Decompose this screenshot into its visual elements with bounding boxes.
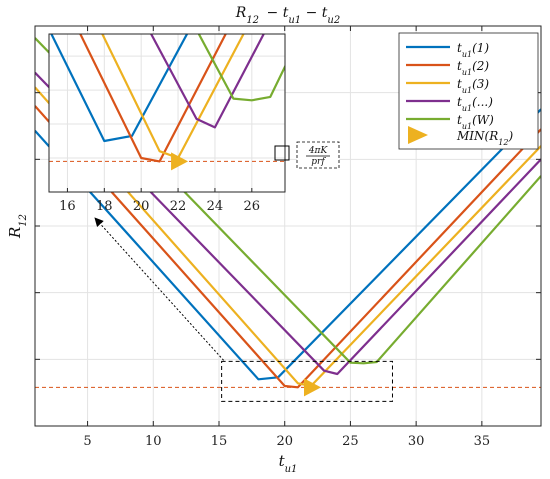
annotation-denominator: prf [311, 157, 326, 167]
x-tick-label: 35 [474, 434, 491, 449]
inset-x-tick-label: 16 [59, 199, 76, 214]
inset-x-tick-label: 24 [207, 199, 224, 214]
chart-title: R12 − tu1 − tu2 [235, 5, 340, 26]
min-marker [304, 378, 321, 397]
inset-ticks: 16 18 20 22 24 26 [59, 188, 260, 214]
inset-series-line [149, 34, 265, 129]
inset-grid [49, 34, 285, 192]
legend-label: tu1(2) [457, 59, 489, 77]
inset-series [49, 34, 285, 171]
inset-min-marker [171, 152, 189, 171]
series-line [35, 105, 541, 389]
legend: tu1(1)tu1(2)tu1(3)tu1(...)tu1(W) MIN(R12… [398, 32, 539, 150]
inset-x-tick-label: 22 [170, 199, 187, 214]
inset-series-line [101, 34, 245, 160]
annotation-marker-box [274, 145, 290, 161]
annotation-box [296, 141, 340, 169]
x-axis-label: tu1 [279, 452, 298, 475]
legend-label-min: MIN(R12) [456, 129, 513, 147]
main-ticks: 5 10 15 20 25 30 35 [35, 26, 541, 449]
main-overlay [35, 217, 541, 402]
inset-x-tick-label: 18 [96, 199, 113, 214]
x-tick-label: 10 [145, 434, 162, 449]
inset-x-tick-label: 26 [244, 199, 261, 214]
x-tick-label: 25 [342, 434, 359, 449]
inset-frame [48, 33, 286, 193]
zoom-region-box [221, 360, 393, 402]
x-tick-label: 5 [83, 434, 91, 449]
annotation-numerator: 4πK [308, 146, 329, 156]
inset-background [49, 34, 285, 192]
legend-label: tu1(3) [457, 77, 489, 95]
x-tick-label: 15 [211, 434, 228, 449]
x-tick-label: 20 [276, 434, 293, 449]
legend-label: tu1(W) [457, 113, 494, 131]
legend-label: tu1(1) [457, 41, 489, 59]
y-axis-label: R12 [6, 214, 29, 239]
x-tick-label: 30 [408, 434, 425, 449]
inset-series-line [197, 34, 285, 102]
legend-box [398, 32, 539, 150]
series-line [35, 37, 541, 365]
inset-series-line [79, 34, 227, 163]
legend-label: tu1(...) [457, 95, 493, 113]
series-line [35, 108, 541, 381]
legend-min-marker [408, 126, 428, 144]
inset-x-tick-label: 20 [133, 199, 150, 214]
inset-series-line [50, 34, 189, 143]
series-line [35, 71, 541, 376]
